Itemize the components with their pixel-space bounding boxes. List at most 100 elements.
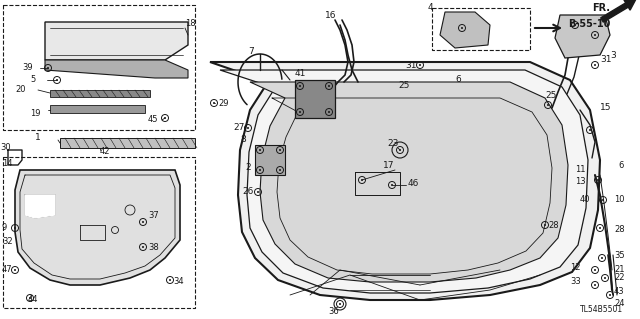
Text: 31: 31 (600, 56, 611, 64)
Circle shape (299, 111, 301, 113)
Text: B-55-10: B-55-10 (568, 19, 611, 29)
Circle shape (247, 127, 249, 129)
Circle shape (14, 269, 16, 271)
Text: 17: 17 (383, 160, 394, 169)
Circle shape (213, 102, 215, 104)
Text: 42: 42 (100, 147, 111, 157)
Text: FR.: FR. (592, 3, 610, 13)
Text: 22: 22 (614, 273, 625, 283)
Circle shape (164, 117, 166, 119)
Circle shape (328, 85, 330, 87)
Circle shape (419, 64, 421, 66)
Text: 24: 24 (614, 300, 625, 308)
Circle shape (259, 149, 261, 151)
Text: 3: 3 (610, 50, 616, 60)
Text: 12: 12 (570, 263, 580, 272)
Circle shape (339, 303, 341, 305)
Text: 1: 1 (35, 133, 41, 143)
Circle shape (574, 24, 576, 26)
Circle shape (609, 294, 611, 296)
Text: 9: 9 (2, 224, 7, 233)
Circle shape (599, 227, 601, 229)
Text: 7: 7 (248, 48, 253, 56)
Text: 43: 43 (614, 287, 625, 296)
Polygon shape (25, 195, 55, 218)
Text: 4: 4 (428, 4, 434, 12)
Circle shape (399, 149, 401, 151)
Polygon shape (210, 62, 600, 300)
Circle shape (594, 284, 596, 286)
Text: 23: 23 (387, 138, 398, 147)
Text: 29: 29 (218, 99, 228, 108)
Text: 26: 26 (242, 188, 253, 197)
Circle shape (589, 129, 591, 131)
Circle shape (142, 221, 144, 223)
Circle shape (544, 224, 546, 226)
Circle shape (142, 246, 144, 248)
Text: 13: 13 (575, 177, 586, 187)
Circle shape (391, 184, 393, 186)
Text: 46: 46 (408, 179, 419, 188)
Polygon shape (50, 90, 150, 97)
Circle shape (328, 111, 330, 113)
Text: 6: 6 (455, 76, 461, 85)
Text: 18: 18 (185, 19, 196, 27)
Text: 6: 6 (618, 160, 623, 169)
Polygon shape (15, 170, 180, 285)
Circle shape (602, 199, 604, 201)
Text: 34: 34 (173, 277, 184, 286)
Text: 28: 28 (614, 226, 625, 234)
Circle shape (56, 79, 58, 81)
Polygon shape (295, 80, 335, 118)
Polygon shape (255, 145, 285, 175)
Text: 21: 21 (614, 265, 625, 275)
Polygon shape (555, 15, 610, 58)
Text: 14: 14 (2, 159, 13, 167)
Circle shape (597, 179, 599, 181)
Text: 20: 20 (15, 85, 26, 94)
Text: 31: 31 (405, 61, 417, 70)
Text: 25: 25 (545, 91, 556, 100)
Text: TL54B5501: TL54B5501 (580, 306, 623, 315)
Text: 33: 33 (570, 278, 580, 286)
Circle shape (279, 149, 281, 151)
Circle shape (47, 67, 49, 69)
Polygon shape (60, 138, 195, 148)
Circle shape (169, 279, 171, 281)
Circle shape (604, 277, 606, 279)
Text: 16: 16 (325, 11, 337, 19)
Circle shape (257, 191, 259, 193)
Text: 30: 30 (0, 144, 11, 152)
Polygon shape (440, 12, 490, 48)
Circle shape (594, 269, 596, 271)
Circle shape (594, 34, 596, 36)
Text: 11: 11 (575, 166, 586, 174)
Polygon shape (45, 22, 188, 60)
Circle shape (14, 227, 16, 229)
Text: 2: 2 (245, 164, 251, 173)
Text: 28: 28 (548, 220, 559, 229)
Text: 19: 19 (30, 108, 40, 117)
Text: 32: 32 (2, 238, 13, 247)
Circle shape (299, 85, 301, 87)
Text: 38: 38 (148, 242, 159, 251)
Polygon shape (250, 82, 568, 282)
Text: 36: 36 (328, 308, 339, 316)
Text: 35: 35 (614, 250, 625, 259)
Circle shape (29, 297, 31, 299)
Text: 27: 27 (233, 123, 244, 132)
Polygon shape (220, 70, 588, 293)
Circle shape (601, 257, 603, 259)
Circle shape (461, 27, 463, 29)
Polygon shape (45, 60, 188, 78)
Text: 37: 37 (148, 211, 159, 219)
Text: 5: 5 (30, 76, 35, 85)
Text: 8: 8 (240, 136, 246, 145)
Circle shape (547, 104, 549, 106)
Text: 15: 15 (600, 103, 611, 113)
Circle shape (594, 64, 596, 66)
Text: 10: 10 (614, 196, 625, 204)
Text: 40: 40 (580, 196, 591, 204)
Text: 44: 44 (28, 295, 38, 305)
Text: 25: 25 (398, 80, 410, 90)
